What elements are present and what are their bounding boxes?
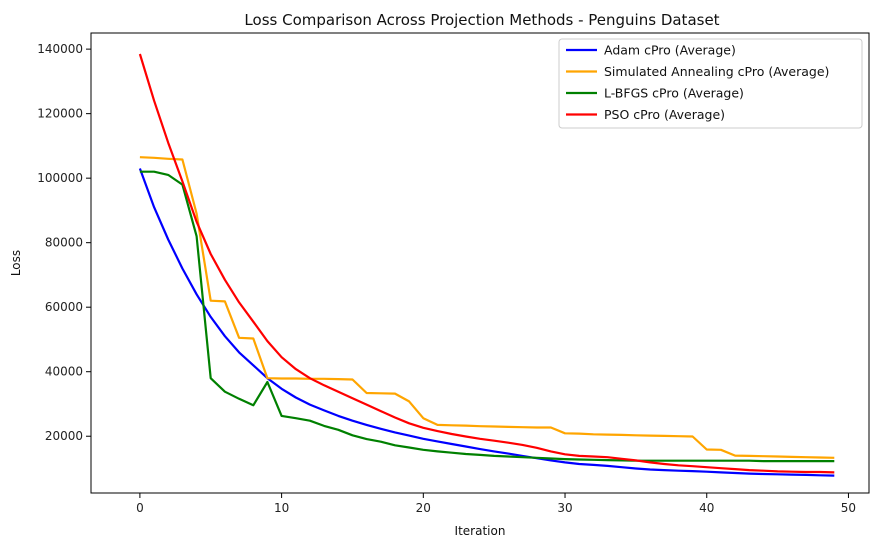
x-tick-label: 30: [557, 501, 572, 515]
y-axis-label: Loss: [9, 250, 23, 276]
y-tick-label: 120000: [37, 107, 83, 121]
legend-box: [558, 38, 863, 129]
series-line-3: [139, 170, 835, 463]
x-tick-label: 10: [274, 501, 289, 515]
x-axis-ticks: 0 10 20 30 40 50: [136, 493, 856, 515]
y-tick-label: 80000: [45, 236, 83, 250]
y-tick-label: 40000: [45, 365, 83, 379]
x-tick-label: 20: [416, 501, 431, 515]
series-line-2: [139, 156, 835, 459]
legend-label: Adam cPro (Average): [604, 43, 736, 58]
x-tick-label: 40: [699, 501, 714, 515]
legend-label: L-BFGS cPro (Average): [604, 86, 744, 101]
series-line-4: [138, 53, 835, 474]
series-line-1: [138, 168, 835, 477]
x-tick-label: 0: [136, 501, 144, 515]
chart-title: Loss Comparison Across Projection Method…: [244, 11, 719, 29]
series-group: [138, 53, 835, 477]
legend-label: Simulated Annealing cPro (Average): [604, 64, 829, 79]
x-tick-label: 50: [841, 501, 856, 515]
y-axis-ticks: 20000 40000 60000 80000 100000 120000 140000: [37, 42, 91, 443]
plot-area-frame: [90, 32, 870, 494]
y-tick-label: 140000: [37, 42, 83, 56]
legend: Adam cPro (Average) Simulated Annealing c…: [558, 38, 863, 129]
y-tick-label: 20000: [45, 429, 83, 443]
y-tick-label: 100000: [37, 171, 83, 185]
legend-label: PSO cPro (Average): [604, 107, 725, 122]
x-axis-label: Iteration: [455, 524, 506, 538]
y-tick-label: 60000: [45, 300, 83, 314]
